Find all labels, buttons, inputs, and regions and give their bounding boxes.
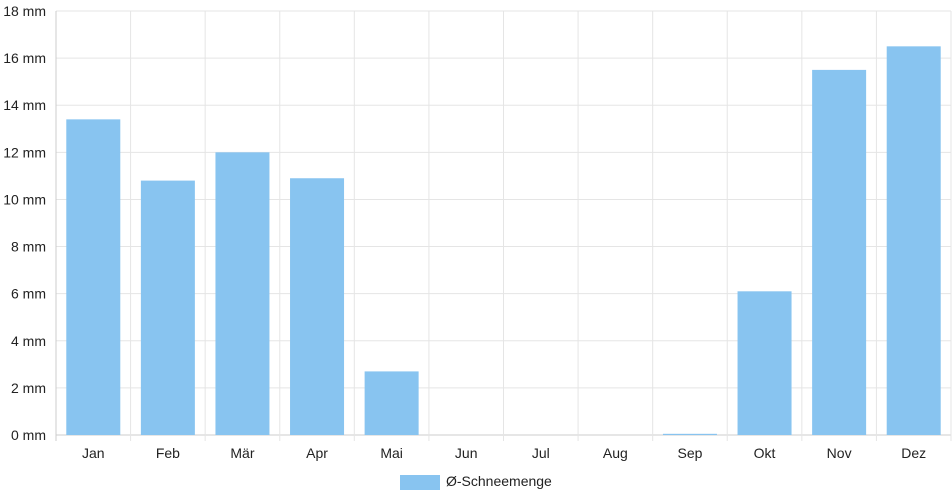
x-tick-label: Mär (230, 445, 254, 461)
y-tick-label: 6 mm (11, 286, 46, 302)
bar-Mai[interactable] (364, 371, 419, 435)
y-tick-label: 18 mm (3, 3, 46, 19)
legend[interactable]: Ø-Schneemenge (400, 473, 552, 490)
bar-Nov[interactable] (812, 69, 867, 435)
y-tick-label: 4 mm (11, 333, 46, 349)
x-tick-label: Okt (754, 445, 776, 461)
bar-Sep[interactable] (662, 433, 717, 435)
x-tick-label: Feb (156, 445, 180, 461)
bar-Mär[interactable] (215, 152, 270, 436)
x-tick-label: Nov (827, 445, 852, 461)
y-tick-label: 16 mm (3, 50, 46, 66)
y-tick-label: 10 mm (3, 191, 46, 207)
bar-Feb[interactable] (140, 180, 195, 435)
x-tick-label: Aug (603, 445, 628, 461)
x-tick-label: Apr (306, 445, 328, 461)
x-axis-ticks: Jan Feb Mär Apr Mai Jun Jul Aug Sep Okt Nov Dez (82, 445, 926, 461)
y-tick-label: 8 mm (11, 239, 46, 255)
legend-label: Ø-Schneemenge (446, 473, 552, 489)
y-axis-ticks: 0 mm 2 mm 4 mm 6 mm 8 mm 10 mm 12 mm 14 mm 16 mm… (3, 3, 46, 443)
bar-Apr[interactable] (290, 178, 345, 435)
grid-lines (55, 10, 952, 441)
x-tick-label: Mai (380, 445, 403, 461)
bar-Jan[interactable] (66, 119, 121, 435)
bar-Dez[interactable] (886, 46, 941, 435)
y-tick-label: 0 mm (11, 427, 46, 443)
x-tick-label: Jul (532, 445, 550, 461)
x-tick-label: Jun (455, 445, 478, 461)
legend-swatch (400, 475, 440, 490)
x-tick-label: Sep (677, 445, 702, 461)
bar-Okt[interactable] (737, 291, 792, 435)
y-tick-label: 2 mm (11, 380, 46, 396)
bar-series (66, 46, 941, 436)
y-tick-label: 14 mm (3, 97, 46, 113)
x-tick-label: Jan (82, 445, 105, 461)
x-tick-label: Dez (901, 445, 926, 461)
y-tick-label: 12 mm (3, 144, 46, 160)
